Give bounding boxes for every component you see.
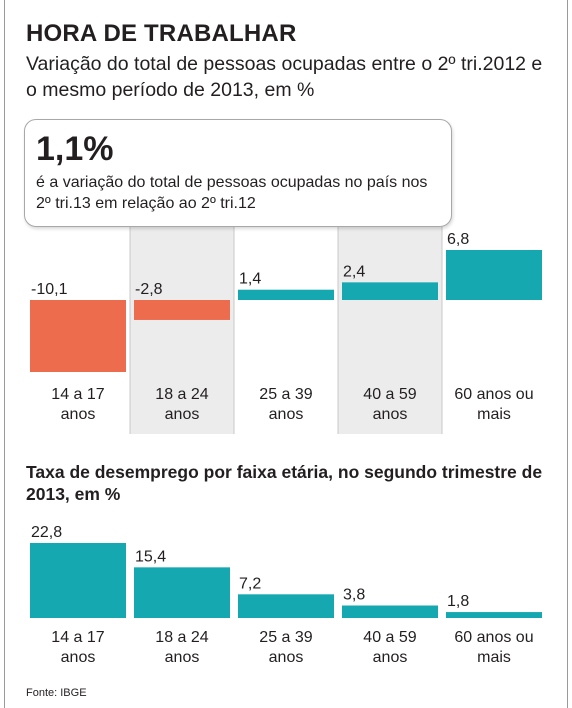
callout-value: 1,1% <box>36 130 114 168</box>
data-label: 7,2 <box>239 575 261 592</box>
category-label: anos <box>269 406 304 423</box>
bar <box>342 605 438 618</box>
category-label: 18 a 24 <box>155 386 208 403</box>
category-label: anos <box>61 649 96 666</box>
category-label: anos <box>165 406 200 423</box>
data-label: -2,8 <box>135 281 163 298</box>
data-label: 2,4 <box>343 263 365 280</box>
bar <box>134 567 230 618</box>
category-label: mais <box>477 649 511 666</box>
category-label: 40 a 59 <box>363 386 416 403</box>
data-label: 22,8 <box>31 524 62 541</box>
category-label: 60 anos ou <box>454 386 533 403</box>
category-label: 18 a 24 <box>155 629 208 646</box>
category-label: anos <box>373 406 408 423</box>
data-label: 15,4 <box>135 548 166 565</box>
data-label: -10,1 <box>31 281 68 298</box>
category-label: 14 a 17 <box>51 386 104 403</box>
bar <box>238 289 334 300</box>
category-label: anos <box>269 649 304 666</box>
category-label: 25 a 39 <box>259 386 312 403</box>
chart-subtitle: Variação do total de pessoas ocupadas en… <box>26 53 543 101</box>
right-border <box>567 0 568 708</box>
highlight-callout: 1,1% é a variação do total de pessoas oc… <box>24 119 452 227</box>
data-label: 3,8 <box>343 587 365 604</box>
category-label: anos <box>165 649 200 666</box>
category-label: 40 a 59 <box>363 629 416 646</box>
bar <box>134 300 230 320</box>
category-label: 60 anos ou <box>454 629 533 646</box>
column-shade <box>130 227 234 434</box>
data-label: 1,4 <box>239 271 261 288</box>
category-label: 25 a 39 <box>259 629 312 646</box>
bar <box>342 282 438 300</box>
callout-text: é a variação do total de pessoas ocupada… <box>36 174 428 212</box>
chart-title: HORA DE TRABALHAR <box>26 20 297 47</box>
category-label: anos <box>373 649 408 666</box>
category-label: 14 a 17 <box>51 629 104 646</box>
unemployment-chart-title: Taxa de desemprego por faixa etária, no … <box>26 462 543 504</box>
bar <box>30 300 126 372</box>
bar <box>238 594 334 618</box>
left-border <box>4 0 5 708</box>
bar <box>446 250 542 300</box>
column-shade <box>338 227 442 434</box>
data-label: 1,8 <box>447 593 469 610</box>
source-note: Fonte: IBGE <box>26 687 87 699</box>
bar <box>446 612 542 618</box>
category-label: mais <box>477 406 511 423</box>
category-label: anos <box>61 406 96 423</box>
data-label: 6,8 <box>447 231 469 248</box>
bar <box>30 543 126 618</box>
